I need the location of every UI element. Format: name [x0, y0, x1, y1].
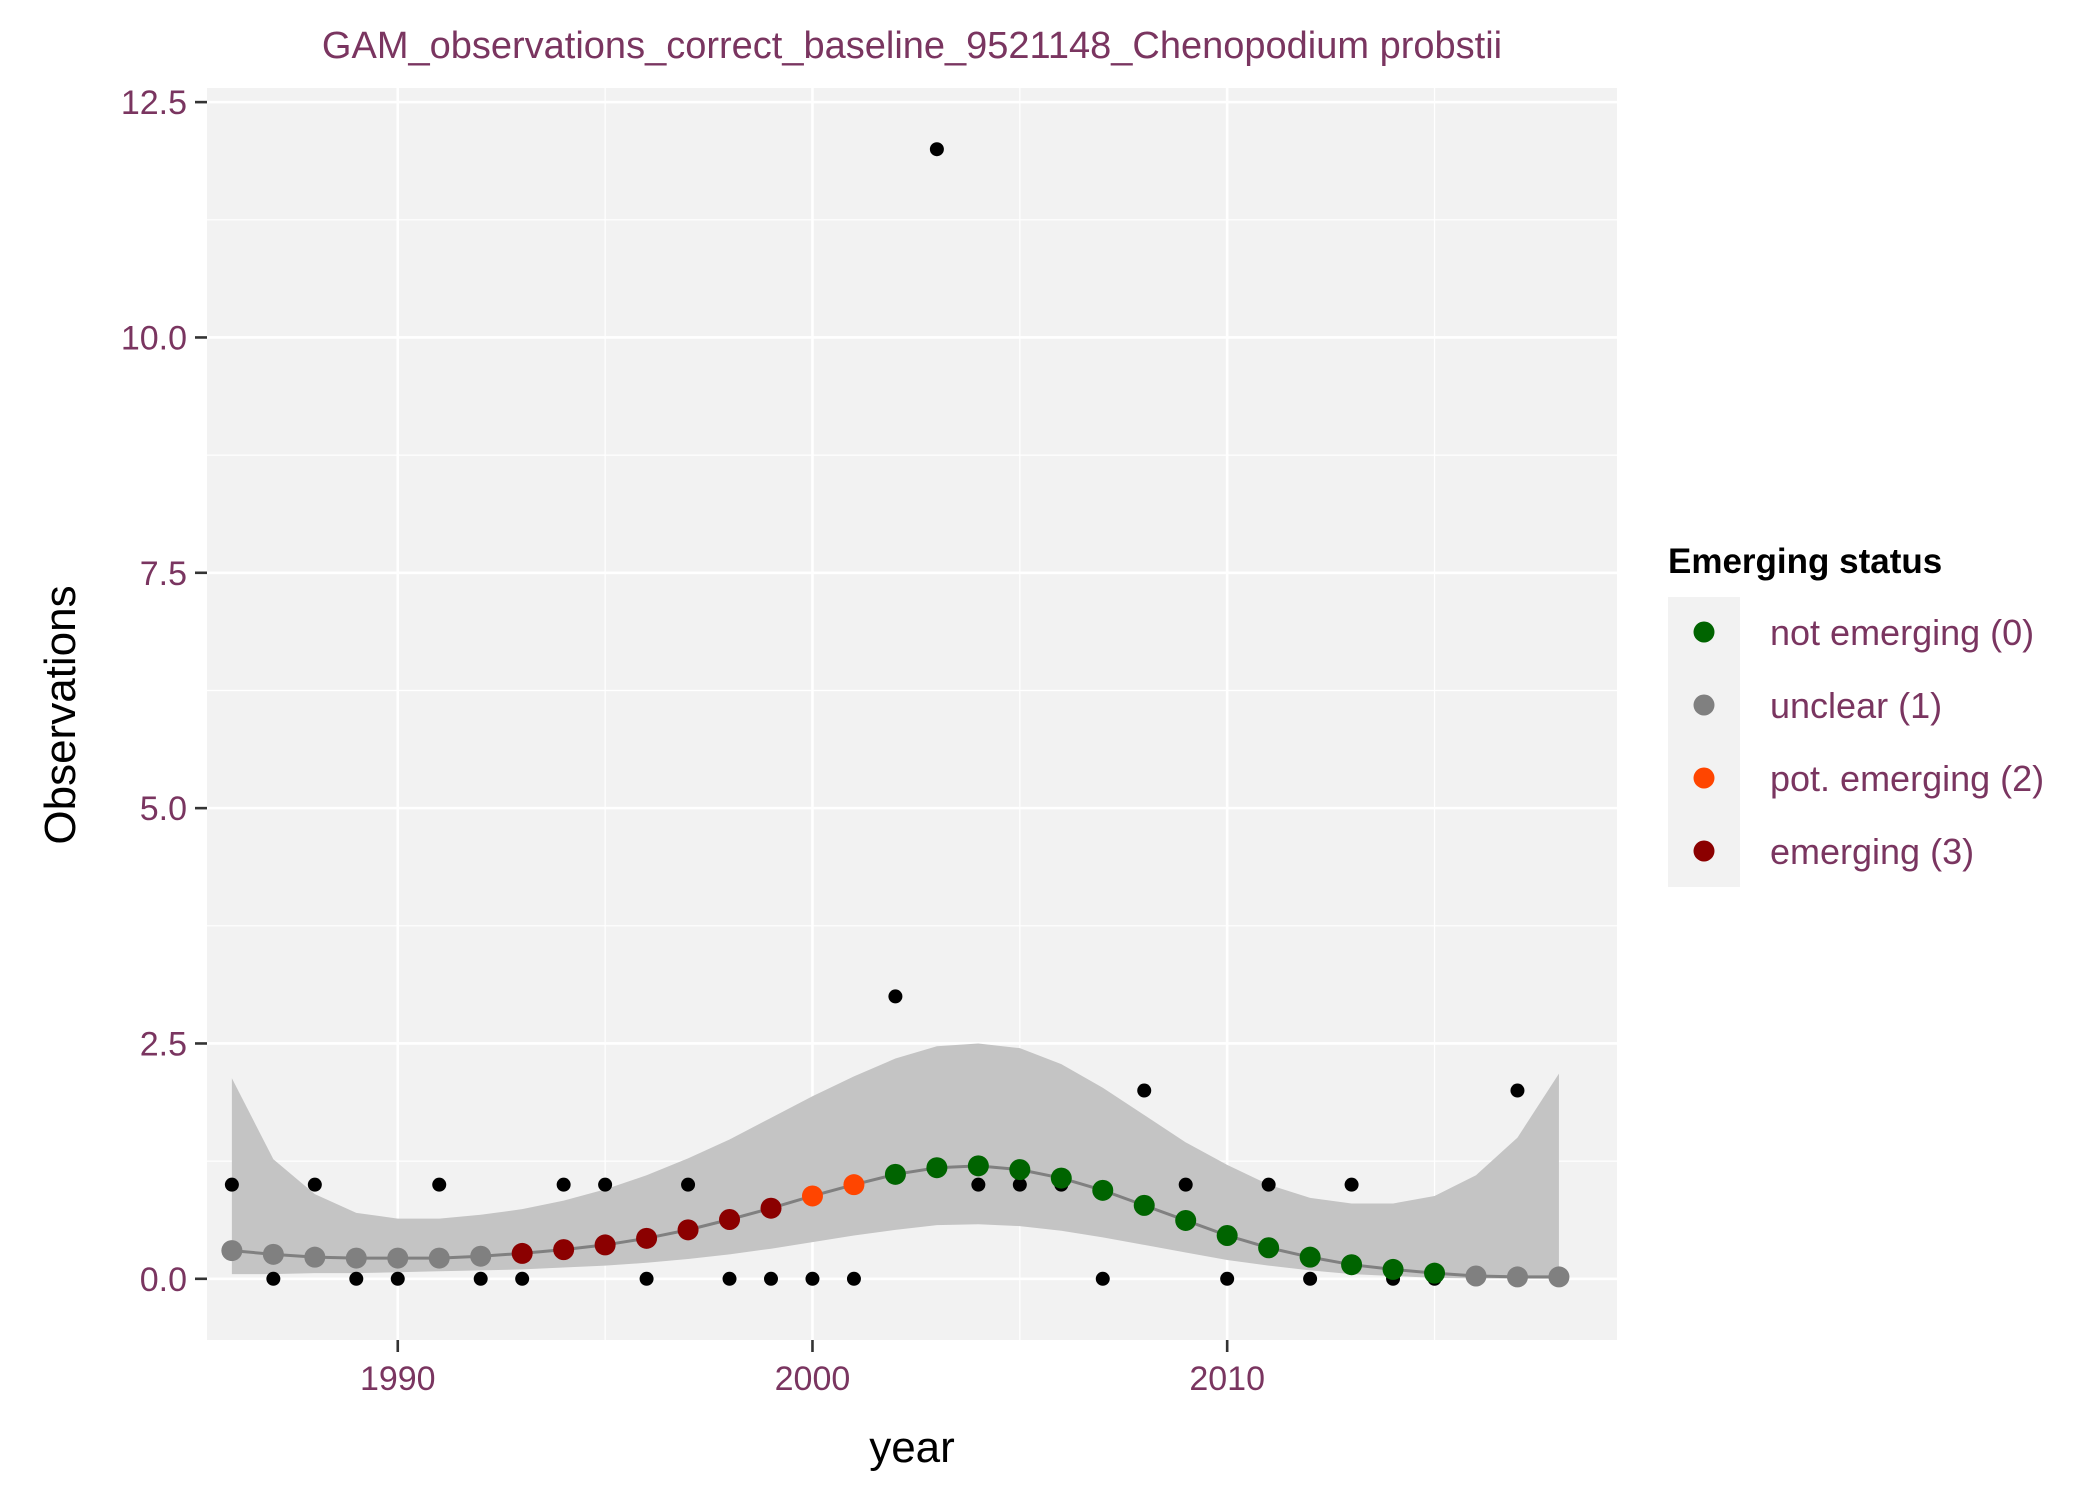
- observation-point: [1261, 1177, 1276, 1192]
- x-tick-label: 2010: [1189, 1360, 1265, 1398]
- legend-key: [1693, 840, 1715, 862]
- fit-point: [553, 1239, 575, 1261]
- x-tick-label: 2000: [775, 1360, 851, 1398]
- observation-point: [1344, 1177, 1359, 1192]
- fit-point: [1424, 1262, 1446, 1284]
- y-tick-label: 7.5: [140, 555, 187, 593]
- fit-point: [801, 1185, 823, 1207]
- observation-point: [1303, 1271, 1318, 1286]
- observation-point: [432, 1177, 447, 1192]
- observation-point: [598, 1177, 613, 1192]
- observation-point: [556, 1177, 571, 1192]
- fit-point: [719, 1209, 741, 1231]
- observation-point: [266, 1271, 281, 1286]
- observation-point: [224, 1177, 239, 1192]
- observation-point: [1220, 1271, 1235, 1286]
- observation-point: [722, 1271, 737, 1286]
- legend-label: not emerging (0): [1770, 612, 2034, 653]
- observation-point: [805, 1271, 820, 1286]
- fit-point: [1341, 1254, 1363, 1276]
- grid-lines: [189, 88, 1617, 1340]
- fit-point: [262, 1243, 284, 1265]
- y-tick-label: 5.0: [140, 790, 187, 828]
- y-axis-title: Observations: [36, 585, 85, 844]
- fit-point: [884, 1163, 906, 1185]
- fit-point: [428, 1247, 450, 1269]
- observation-point: [349, 1271, 364, 1286]
- legend-key: [1693, 621, 1715, 643]
- chart-title: GAM_observations_correct_baseline_952114…: [322, 25, 1502, 67]
- observation-point: [846, 1271, 861, 1286]
- y-tick-label: 0.0: [140, 1261, 187, 1299]
- fit-point: [1258, 1237, 1280, 1259]
- fit-point: [1548, 1266, 1570, 1288]
- observation-point: [888, 989, 903, 1004]
- observation-point: [1012, 1177, 1027, 1192]
- legend-key: [1693, 694, 1715, 716]
- observation-point: [929, 142, 944, 157]
- y-tick-label: 2.5: [140, 1025, 187, 1063]
- observation-point: [1178, 1177, 1193, 1192]
- x-axis-title: year: [869, 1423, 955, 1472]
- fit-point: [1009, 1159, 1031, 1181]
- observation-point: [390, 1271, 405, 1286]
- fit-point: [387, 1247, 409, 1269]
- fit-point: [843, 1174, 865, 1196]
- observation-point: [473, 1271, 488, 1286]
- fit-point: [1382, 1258, 1404, 1280]
- observation-point: [681, 1177, 696, 1192]
- legend-title: Emerging status: [1668, 542, 1942, 581]
- fit-points: [221, 1155, 1570, 1288]
- fit-point: [636, 1227, 658, 1249]
- fit-point: [1175, 1209, 1197, 1231]
- fit-point: [760, 1197, 782, 1219]
- observation-point: [971, 1177, 986, 1192]
- fit-point: [1216, 1225, 1238, 1247]
- legend-label: pot. emerging (2): [1770, 758, 2044, 799]
- legend: Emerging status not emerging (0) unclear …: [1668, 542, 2044, 887]
- legend-key: [1693, 767, 1715, 789]
- y-tick-label: 12.5: [121, 84, 187, 122]
- y-tick-label: 10.0: [121, 319, 187, 357]
- observation-point: [515, 1271, 530, 1286]
- fit-point: [594, 1234, 616, 1256]
- fit-point: [677, 1219, 699, 1241]
- fit-point: [470, 1245, 492, 1267]
- observation-point: [764, 1271, 778, 1286]
- observation-point: [1137, 1083, 1152, 1098]
- fit-point: [1299, 1246, 1321, 1268]
- observation-point: [639, 1271, 654, 1286]
- axes: 0.0 2.5 5.0 7.5 10.0 12.5 1990 2000 2010: [121, 84, 1265, 1398]
- fit-point: [1050, 1167, 1072, 1189]
- fit-point: [304, 1246, 326, 1268]
- fit-point: [1133, 1194, 1155, 1216]
- fit-point: [345, 1247, 367, 1269]
- fit-point: [221, 1240, 243, 1262]
- fit-point: [1465, 1265, 1487, 1287]
- fit-point: [967, 1155, 989, 1177]
- observation-point: [1510, 1083, 1525, 1098]
- fit-point: [1506, 1266, 1528, 1288]
- observation-point: [1095, 1271, 1110, 1286]
- observation-point: [307, 1177, 322, 1192]
- fit-point: [1092, 1179, 1114, 1201]
- x-tick-label: 1990: [360, 1360, 436, 1398]
- fit-point: [926, 1157, 948, 1179]
- fit-point: [511, 1242, 533, 1264]
- legend-key-background: [1668, 597, 1740, 887]
- legend-label: emerging (3): [1770, 831, 1974, 872]
- legend-label: unclear (1): [1770, 685, 1942, 726]
- legend-entries: not emerging (0) unclear (1) pot. emerging…: [1693, 612, 2044, 872]
- confidence-band: [231, 1043, 1559, 1279]
